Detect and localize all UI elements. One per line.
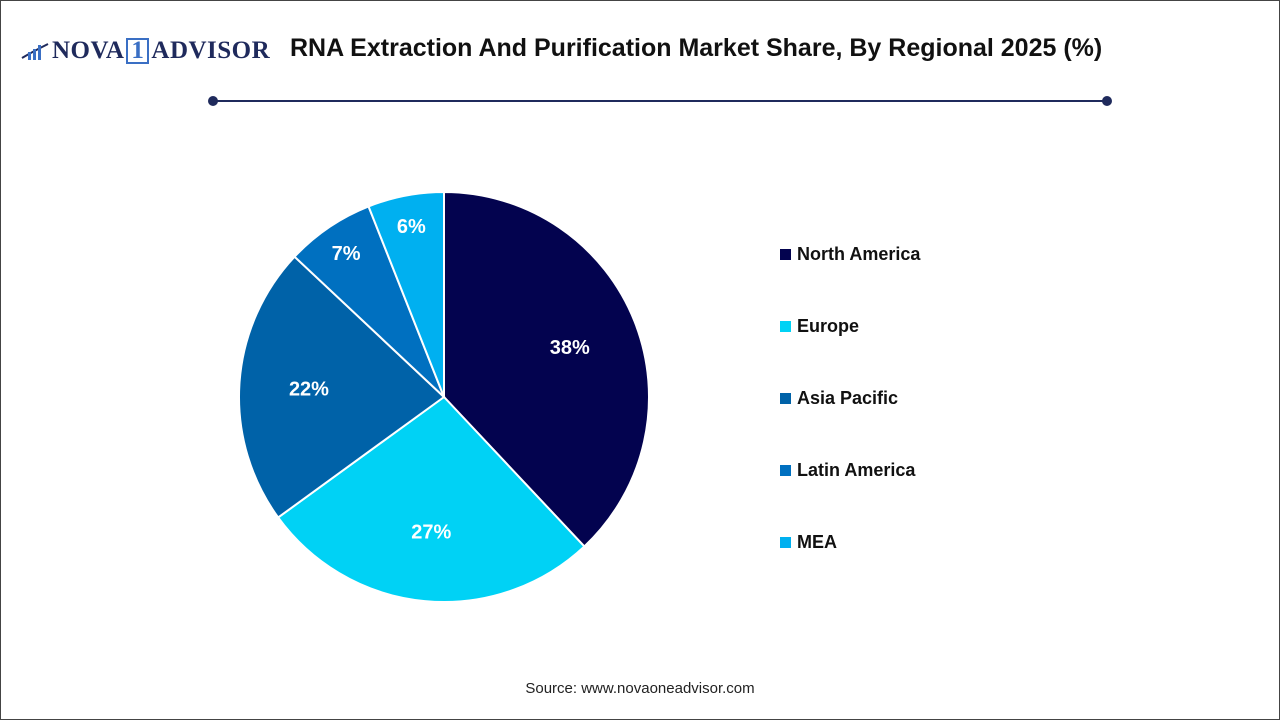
chart-title: RNA Extraction And Purification Market S… bbox=[290, 34, 1103, 62]
data-label: 27% bbox=[411, 522, 451, 544]
legend-item: Latin America bbox=[780, 460, 915, 481]
pie-slice-asia-pacific bbox=[238, 255, 446, 519]
legend-item: Asia Pacific bbox=[780, 388, 898, 409]
pie-slice-europe bbox=[276, 395, 586, 603]
legend-item: MEA bbox=[780, 532, 837, 553]
legend-swatch bbox=[780, 537, 791, 548]
legend-label: North America bbox=[797, 244, 921, 264]
legend-item: Europe bbox=[780, 316, 859, 337]
pie-slice-north-america bbox=[443, 190, 650, 548]
pie-slice-mea bbox=[367, 190, 445, 398]
logo-bars-icon bbox=[21, 43, 49, 60]
legend-label: MEA bbox=[797, 532, 837, 552]
legend-label: Latin America bbox=[797, 460, 916, 480]
data-label: 38% bbox=[550, 337, 590, 359]
divider-dot-right bbox=[1102, 96, 1112, 106]
legend-item: North America bbox=[780, 244, 920, 265]
data-label: 6% bbox=[397, 216, 426, 238]
legend-swatch bbox=[780, 249, 791, 260]
data-label: 7% bbox=[332, 243, 361, 265]
legend-swatch bbox=[780, 465, 791, 476]
data-label: 22% bbox=[289, 379, 329, 401]
legend-swatch bbox=[780, 393, 791, 404]
title-divider bbox=[213, 100, 1107, 102]
legend-label: Europe bbox=[797, 316, 860, 336]
logo: NOVA 1 ADVISOR bbox=[20, 36, 270, 66]
source-note: Source: www.novaoneadvisor.com bbox=[525, 680, 755, 697]
divider-dot-left bbox=[208, 96, 218, 106]
legend-swatch bbox=[780, 321, 791, 332]
legend-label: Asia Pacific bbox=[797, 388, 899, 408]
